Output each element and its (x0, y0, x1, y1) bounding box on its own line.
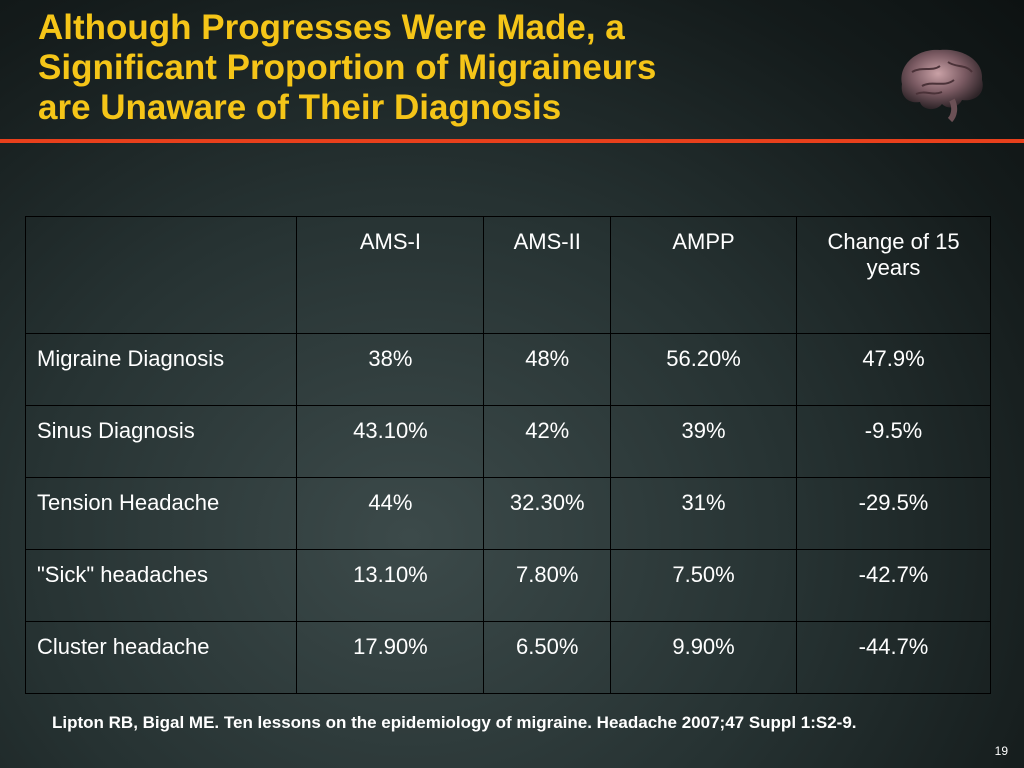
row-label: Migraine Diagnosis (24, 333, 298, 406)
title-underline (0, 139, 1024, 143)
table-cell: -29.5% (796, 477, 991, 550)
row-label: Sinus Diagnosis (24, 405, 298, 478)
row-label: "Sick" headaches (24, 549, 298, 622)
migraine-diagnosis-table: AMS-I AMS-II AMPP Change of 15 years Mig… (24, 216, 991, 694)
table-cell: 56.20% (610, 333, 798, 406)
table-header-cell: AMS-I (296, 216, 485, 334)
table-row: "Sick" headaches 13.10% 7.80% 7.50% -42.… (24, 549, 991, 622)
table-cell: 39% (610, 405, 798, 478)
table-cell: 9.90% (610, 621, 798, 694)
brain-icon (901, 49, 983, 122)
table-cell: 42% (483, 405, 612, 478)
table-cell: -9.5% (796, 405, 991, 478)
table-cell: -44.7% (796, 621, 991, 694)
table-row: Migraine Diagnosis 38% 48% 56.20% 47.9% (24, 333, 991, 406)
table-cell: -42.7% (796, 549, 991, 622)
table-cell: 31% (610, 477, 798, 550)
table-cell: 6.50% (483, 621, 612, 694)
table-header-cell (24, 216, 298, 334)
table-cell: 47.9% (796, 333, 991, 406)
table-cell: 48% (483, 333, 612, 406)
table-cell: 7.80% (483, 549, 612, 622)
row-label: Cluster headache (24, 621, 298, 694)
slide-number: 19 (994, 744, 1008, 758)
table-header-row: AMS-I AMS-II AMPP Change of 15 years (24, 216, 991, 334)
table-row: Sinus Diagnosis 43.10% 42% 39% -9.5% (24, 405, 991, 478)
table-cell: 13.10% (296, 549, 485, 622)
table-cell: 17.90% (296, 621, 485, 694)
slide-title: Although Progresses Were Made, a Signifi… (38, 8, 657, 127)
table-header-cell: Change of 15 years (796, 216, 991, 334)
table-cell: 38% (296, 333, 485, 406)
table-cell: 32.30% (483, 477, 612, 550)
table-cell: 43.10% (296, 405, 485, 478)
table-row: Tension Headache 44% 32.30% 31% -29.5% (24, 477, 991, 550)
table-row: Cluster headache 17.90% 6.50% 9.90% -44.… (24, 621, 991, 694)
row-label: Tension Headache (24, 477, 298, 550)
table-header-cell: AMPP (610, 216, 798, 334)
table-header-cell: AMS-II (483, 216, 612, 334)
citation-text: Lipton RB, Bigal ME. Ten lessons on the … (52, 713, 857, 732)
table-cell: 7.50% (610, 549, 798, 622)
table-cell: 44% (296, 477, 485, 550)
